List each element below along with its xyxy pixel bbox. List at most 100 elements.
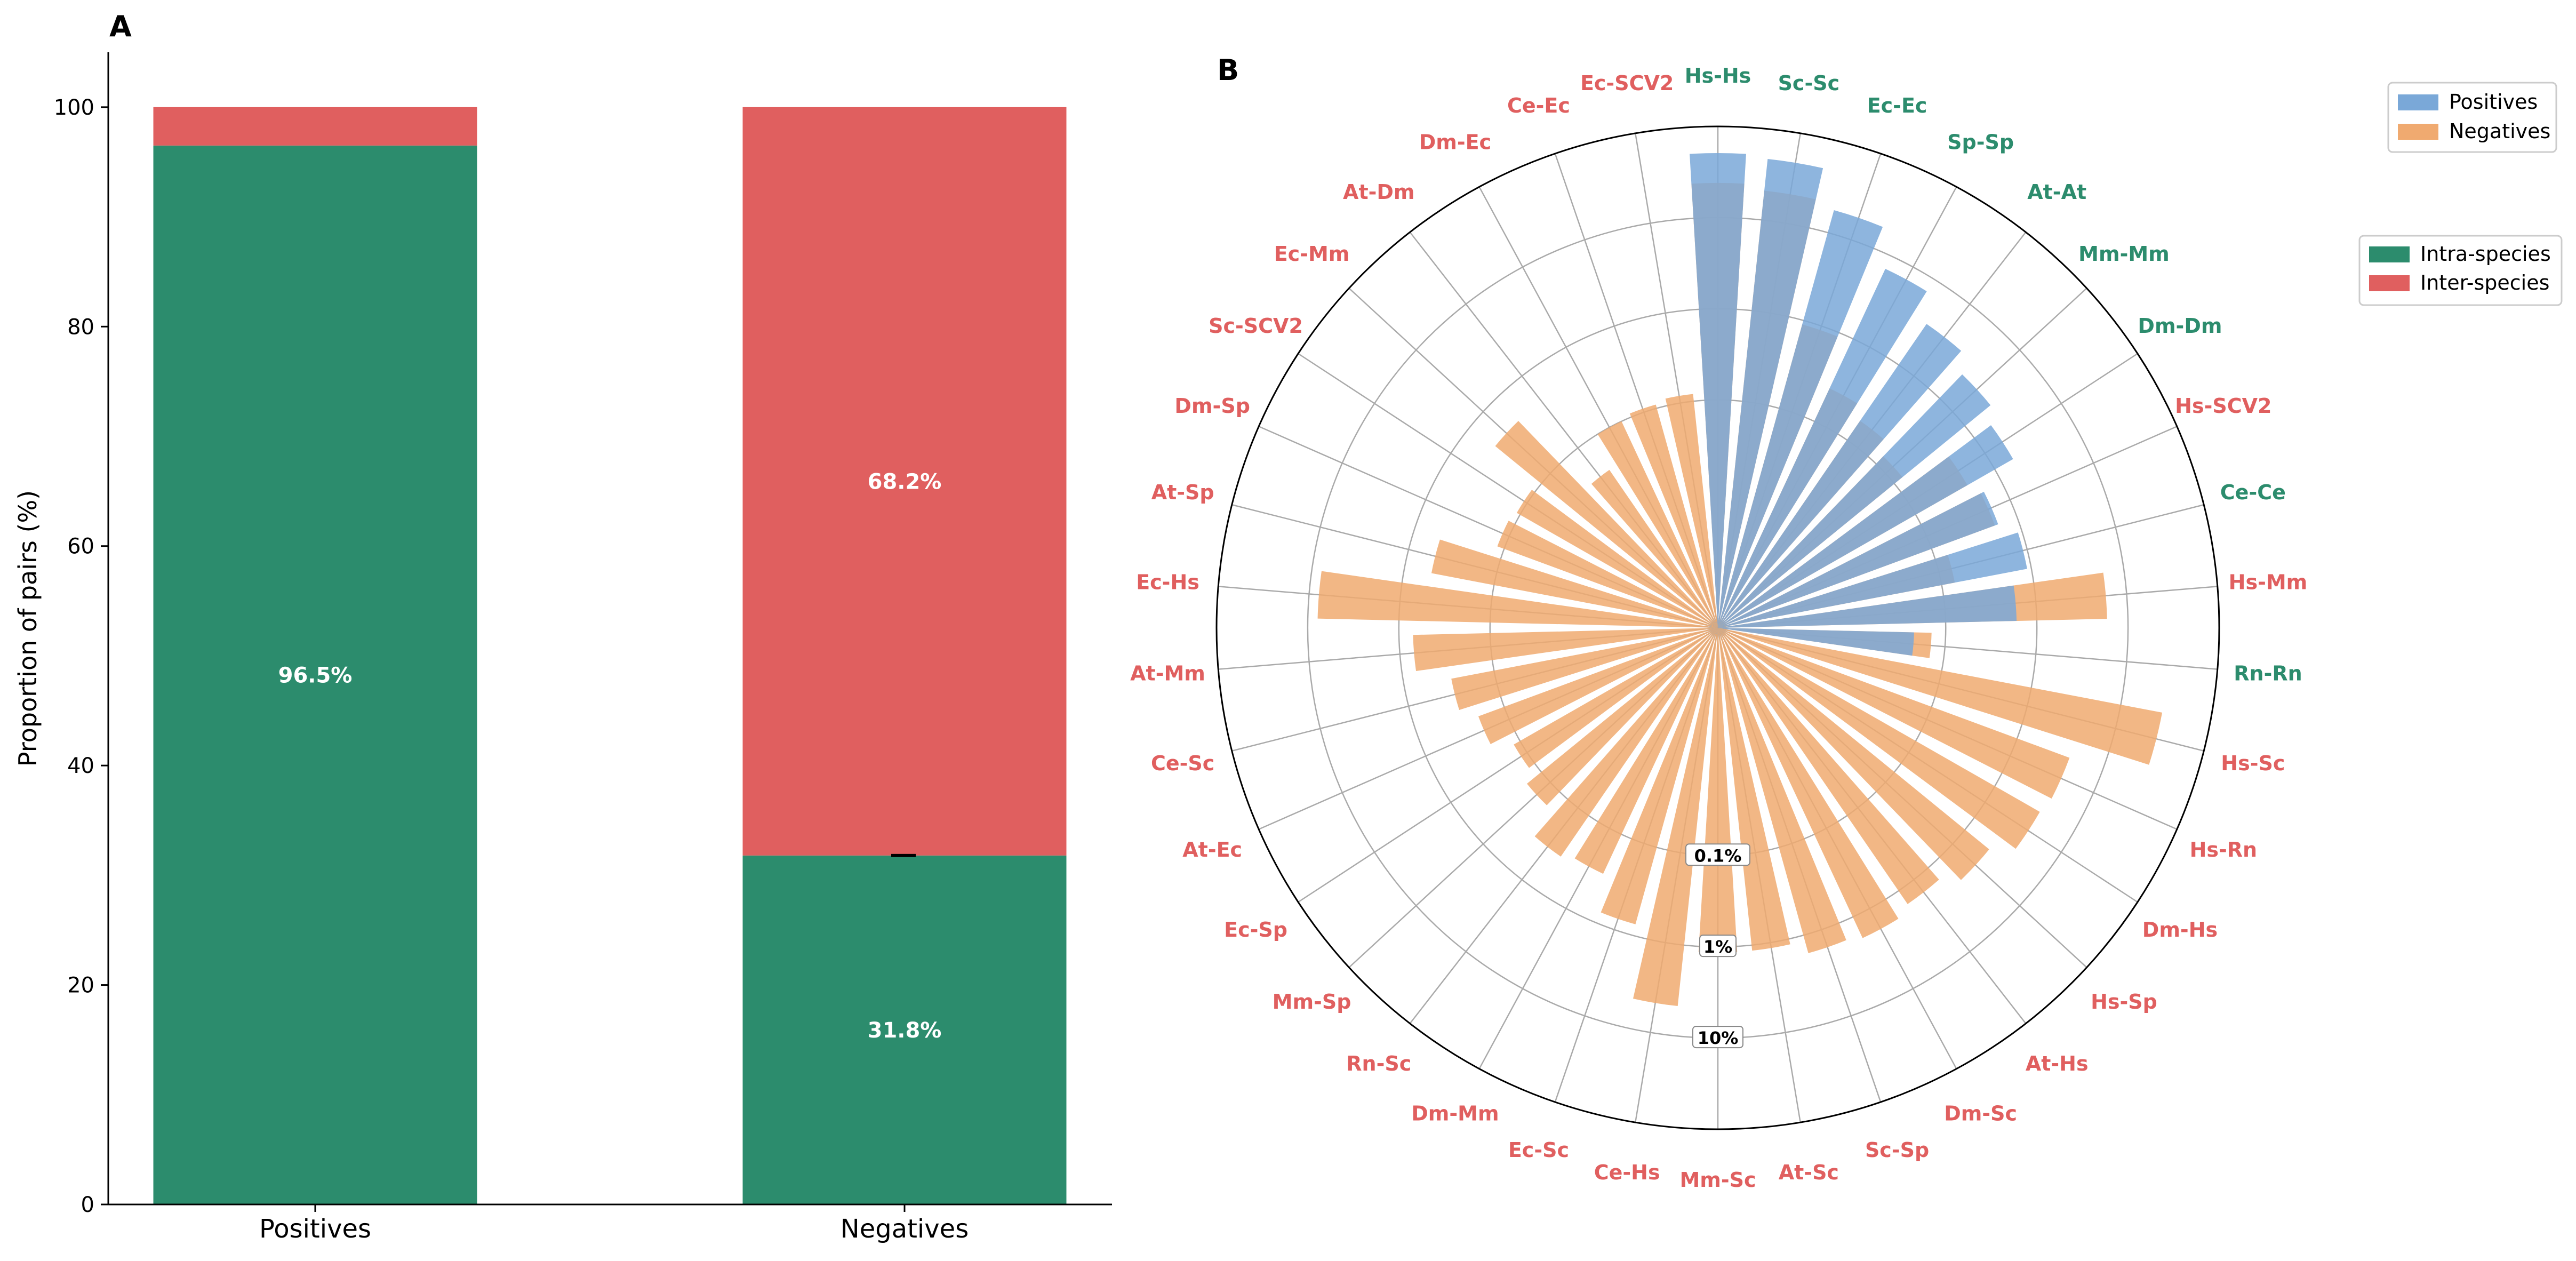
stacked-bars: [153, 107, 1067, 1204]
negatives-wedge-ce-hs: [1633, 628, 1718, 1007]
legend-label-positives: Positives: [2449, 90, 2538, 114]
panel-b-letter: B: [1217, 53, 1239, 87]
positives-wedge-ec-ec: [1718, 210, 1883, 628]
positives-wedge-sp-sp: [1718, 269, 1927, 628]
negatives-wedge-dm-sp: [1497, 521, 1718, 628]
category-label-dm-ec: Dm-Ec: [1419, 131, 1491, 154]
y-tick-label: 60: [67, 534, 94, 559]
stacked-bar-chart: 0 20 40 60 80 100 Positives Negatives 96.5% 31.…: [13, 52, 1112, 1244]
bar-value-label: 31.8%: [868, 1018, 942, 1043]
bar-positives-intra-species: [153, 145, 477, 1204]
negatives-wedge-dm-hs: [1718, 628, 2040, 849]
category-label-hs-mm: Hs-Mm: [2229, 571, 2308, 594]
positives-wedge-ce-ce: [1718, 532, 2027, 628]
negatives-wedge-sc-sp: [1718, 628, 1846, 953]
positives-wedge-at-at: [1718, 324, 1962, 628]
category-labels: Hs-Hs Sc-Sc Ec-Ec Sp-Sp At-At Mm-Mm Dm-Dm Hs-SC…: [1130, 64, 2307, 1192]
legend-swatch-negatives: [2398, 124, 2438, 140]
negatives-wedge-hs-sp: [1718, 628, 1989, 880]
legend-swatch-inter: [2369, 275, 2410, 291]
polar-bar-chart: 0.1% 1% 10% Hs-Hs Sc-Sc Ec-Ec Sp-Sp At-At Mm-Mm…: [1130, 64, 2307, 1192]
category-label-mm-mm: Mm-Mm: [2078, 242, 2170, 266]
negatives-wedge-ce-sc: [1451, 628, 1718, 711]
negatives-wedge-at-sp: [1431, 539, 1718, 628]
bar-value-label: 68.2%: [868, 469, 942, 494]
x-ticks: Positives Negatives: [259, 1204, 969, 1244]
category-label-ce-ec: Ce-Ec: [1507, 94, 1570, 117]
category-label-ec-ec: Ec-Ec: [1867, 94, 1927, 117]
radial-tick-label: 0.1%: [1694, 845, 1742, 866]
legend-label-negatives: Negatives: [2449, 119, 2550, 143]
bar-value-labels: 96.5% 31.8% 68.2%: [278, 469, 942, 1043]
negatives-wedge-rn-sc: [1534, 628, 1718, 857]
negatives-wedge-mm-sp: [1526, 628, 1718, 805]
category-label-dm-dm: Dm-Dm: [2138, 314, 2222, 338]
positives-wedge-mm-mm: [1718, 374, 1991, 628]
negatives-wedge-ec-sc: [1601, 628, 1718, 924]
y-tick-label: 100: [54, 95, 94, 120]
y-tick-label: 40: [67, 754, 94, 778]
radial-tick-box: [1692, 1026, 1743, 1049]
category-label-hs-sp: Hs-Sp: [2091, 990, 2157, 1013]
bar-chart-axes: [107, 52, 1112, 1206]
negatives-wedge-hs-rn: [1718, 628, 2070, 799]
negatives-wedge-dm-mm: [1574, 628, 1718, 874]
radial-tick-labels: 0.1% 1% 10%: [1685, 843, 1750, 1049]
negatives-wedge-at-mm: [1413, 628, 1718, 672]
negatives-wedge-dm-sc: [1718, 628, 1899, 938]
y-ticks: 0 20 40 60 80 100: [54, 95, 108, 1217]
positives-wedge-hs-scv2: [1718, 491, 1998, 628]
category-label-ec-scv2: Ec-SCV2: [1580, 71, 1674, 95]
radial-tick-box: [1699, 935, 1737, 957]
bar-negatives-intra-species: [742, 855, 1067, 1204]
category-label-sc-sc: Sc-Sc: [1778, 71, 1840, 95]
negatives-wedge-at-dm: [1591, 469, 1718, 628]
category-label-ce-sc: Ce-Sc: [1151, 752, 1214, 775]
negatives-wedge-ec-scv2: [1665, 394, 1718, 628]
legend-box: [2358, 235, 2563, 306]
x-tick-label: Negatives: [841, 1214, 969, 1244]
bar-negatives-inter-species: [742, 107, 1067, 856]
category-label-ec-sc: Ec-Sc: [1508, 1138, 1569, 1162]
category-label-at-hs: At-Hs: [2026, 1052, 2089, 1075]
negatives-wedge-ce-ec: [1629, 404, 1718, 628]
negatives-wedge-dm-ec: [1597, 421, 1718, 628]
category-label-dm-hs: Dm-Hs: [2142, 918, 2218, 941]
positives-wedge-rn-rn: [1718, 628, 1914, 656]
category-label-at-mm: At-Mm: [1130, 661, 1205, 685]
category-label-sp-sp: Sp-Sp: [1947, 131, 2014, 154]
negatives-wedge-ec-sp: [1514, 628, 1718, 768]
category-label-rn-sc: Rn-Sc: [1346, 1052, 1411, 1075]
category-label-ec-mm: Ec-Mm: [1274, 242, 1350, 266]
legend-label-intra: Intra-species: [2420, 242, 2551, 266]
category-label-sc-scv2: Sc-SCV2: [1209, 314, 1303, 338]
polar-outer-circle: [1215, 125, 2220, 1130]
category-label-at-ec: At-Ec: [1182, 838, 1242, 861]
negatives-wedge-ec-hs: [1317, 571, 1718, 628]
negatives-wedge-ec-mm: [1495, 421, 1718, 628]
y-tick-label: 80: [67, 315, 94, 339]
error-bar-cap: [891, 853, 916, 857]
negatives-wedge-mm-sc: [1698, 628, 1738, 953]
negatives-wedge-at-hs: [1718, 628, 1939, 904]
category-label-mm-sp: Mm-Sp: [1273, 990, 1351, 1013]
category-label-ce-hs: Ce-Hs: [1594, 1161, 1660, 1184]
negatives-wedge-at-ec: [1478, 628, 1718, 745]
negatives-wedge-sc-scv2: [1516, 490, 1718, 628]
radial-tick-label: 1%: [1703, 937, 1732, 957]
category-label-sc-sp: Sc-Sp: [1865, 1138, 1929, 1162]
bar-value-label: 96.5%: [278, 663, 353, 688]
category-label-at-sc: At-Sc: [1779, 1161, 1839, 1184]
bar-positives-inter-species: [153, 107, 477, 146]
y-axis-label: Proportion of pairs (%): [13, 490, 42, 767]
category-label-at-dm: At-Dm: [1343, 180, 1414, 204]
negatives-wedges: [1317, 182, 2163, 1007]
y-tick-label: 0: [81, 1193, 94, 1217]
positives-wedge-hs-mm: [1718, 585, 2017, 628]
category-label-mm-sc: Mm-Sc: [1679, 1168, 1756, 1192]
category-label-ec-hs: Ec-Hs: [1136, 571, 1199, 594]
category-label-hs-rn: Hs-Rn: [2190, 838, 2258, 861]
category-label-hs-hs: Hs-Hs: [1685, 64, 1751, 87]
panel-a-letter: A: [109, 10, 132, 43]
